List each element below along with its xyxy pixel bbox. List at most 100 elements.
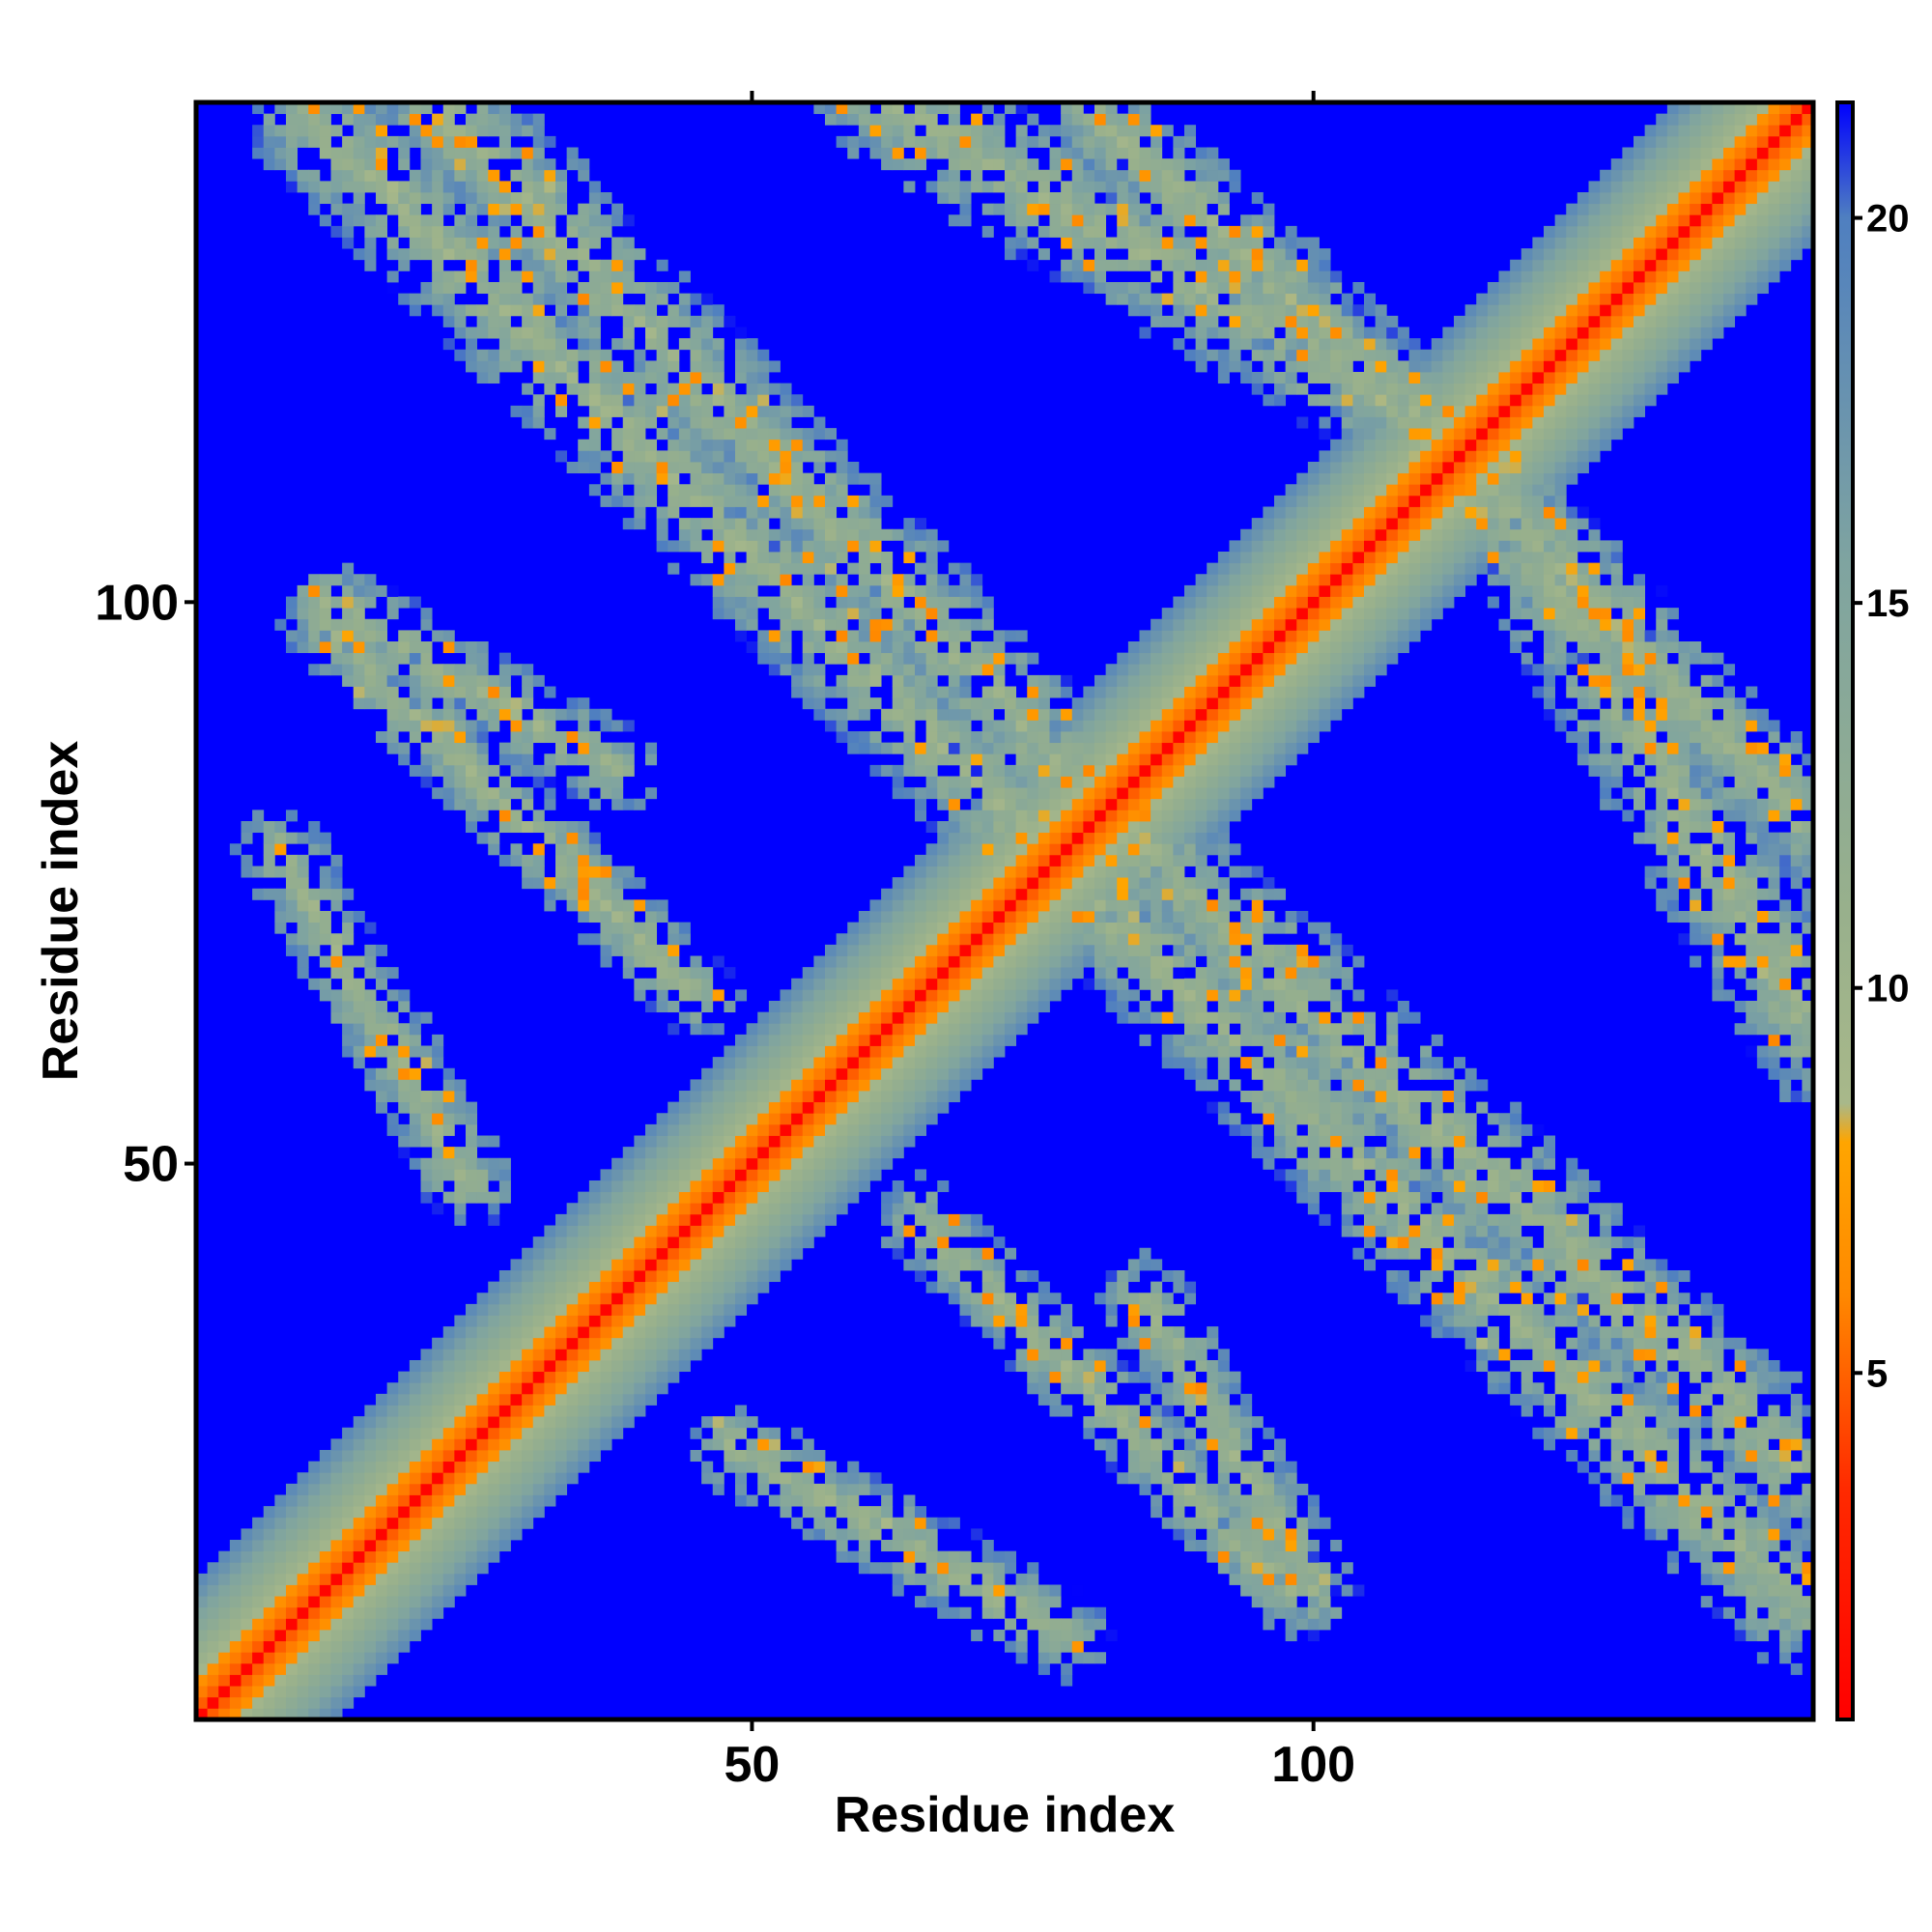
heatmap-cell — [476, 304, 489, 317]
heatmap-cell — [937, 1606, 950, 1619]
heatmap-cell — [319, 664, 331, 676]
heatmap-cell — [903, 978, 916, 990]
heatmap-cell — [1161, 742, 1174, 754]
heatmap-cell — [488, 282, 500, 295]
heatmap-cell — [858, 933, 870, 946]
heatmap-cell — [454, 169, 467, 182]
heatmap-cell — [724, 1225, 736, 1237]
heatmap-cell — [892, 944, 904, 956]
heatmap-cell — [229, 1573, 242, 1585]
heatmap-cell — [1151, 192, 1163, 205]
heatmap-cell — [286, 899, 298, 912]
heatmap-cell — [398, 708, 411, 721]
heatmap-cell — [1015, 630, 1028, 642]
heatmap-cell — [252, 1662, 265, 1675]
heatmap-cell — [791, 484, 804, 497]
heatmap-cell — [252, 810, 265, 822]
heatmap-cell — [678, 1326, 691, 1339]
heatmap-cell — [645, 338, 658, 351]
heatmap-cell — [1127, 877, 1140, 890]
heatmap-cell — [566, 1337, 579, 1350]
heatmap-cell — [522, 1517, 534, 1529]
heatmap-cell — [724, 1303, 736, 1316]
heatmap-cell — [498, 1416, 511, 1429]
heatmap-cell — [376, 1573, 388, 1585]
heatmap-cell — [566, 1461, 579, 1473]
heatmap-cell — [544, 1236, 556, 1249]
heatmap-cell — [1061, 911, 1073, 923]
heatmap-cell — [1127, 1293, 1140, 1305]
heatmap-cell — [1184, 135, 1197, 148]
heatmap-cell — [376, 1562, 388, 1575]
heatmap-cell — [937, 1573, 950, 1585]
heatmap-cell — [409, 135, 421, 148]
heatmap-cell — [1127, 169, 1140, 182]
heatmap-cell — [869, 1157, 882, 1170]
heatmap-cell — [937, 608, 950, 620]
heatmap-cell — [903, 113, 916, 126]
heatmap-cell — [622, 1349, 635, 1361]
heatmap-cell — [746, 618, 758, 631]
heatmap-cell — [1173, 742, 1185, 754]
heatmap-cell — [746, 372, 758, 384]
heatmap-cell — [1061, 147, 1073, 159]
heatmap-cell — [903, 1203, 916, 1215]
heatmap-cell — [780, 450, 792, 463]
heatmap-cell — [869, 113, 882, 126]
heatmap-cell — [498, 282, 511, 295]
heatmap-cell — [611, 798, 624, 810]
heatmap-cell — [353, 147, 365, 159]
heatmap-cell — [252, 1573, 265, 1585]
heatmap-cell — [229, 1562, 242, 1575]
heatmap-cell — [724, 1135, 736, 1148]
heatmap-cell — [993, 753, 1006, 766]
heatmap-cell — [780, 484, 792, 497]
heatmap-cell — [432, 1405, 444, 1417]
heatmap-cell — [690, 1113, 702, 1125]
heatmap-cell — [925, 1573, 938, 1585]
heatmap-cell — [420, 1472, 433, 1485]
heatmap-cell — [274, 1573, 287, 1585]
heatmap-cell — [925, 764, 938, 777]
heatmap-cell — [701, 293, 714, 305]
heatmap-cell — [915, 1540, 927, 1552]
heatmap-cell — [825, 1101, 838, 1114]
heatmap-cell — [690, 1213, 702, 1226]
heatmap-cell — [1117, 1001, 1129, 1013]
heatmap-cell — [611, 753, 624, 766]
heatmap-cell — [668, 1326, 680, 1339]
heatmap-cell — [398, 1091, 411, 1103]
heatmap-cell — [981, 102, 994, 115]
heatmap-cell — [1037, 854, 1050, 867]
heatmap-cell — [555, 1236, 568, 1249]
heatmap-cell — [858, 641, 870, 654]
heatmap-cell — [925, 147, 938, 159]
heatmap-cell — [588, 428, 601, 440]
heatmap-cell — [993, 776, 1006, 788]
heatmap-cell — [376, 618, 388, 631]
heatmap-cell — [544, 270, 556, 283]
heatmap-cell — [466, 192, 478, 205]
heatmap-cell — [847, 1517, 860, 1529]
heatmap-cell — [263, 1618, 275, 1631]
heatmap-cell — [981, 618, 994, 631]
heatmap-cell — [420, 652, 433, 665]
heatmap-cell — [442, 1494, 455, 1507]
heatmap-cell — [555, 1405, 568, 1417]
heatmap-cell — [1173, 1450, 1185, 1463]
heatmap-cell — [1173, 944, 1185, 956]
heatmap-cell — [881, 944, 894, 956]
heatmap-cell — [724, 484, 736, 497]
heatmap-cell — [1083, 181, 1095, 193]
heatmap-cell — [724, 552, 736, 564]
heatmap-cell — [342, 181, 355, 193]
heatmap-cell — [791, 472, 804, 485]
heatmap-cell — [925, 1045, 938, 1058]
heatmap-cell — [353, 113, 365, 126]
heatmap-cell — [735, 540, 748, 553]
heatmap-cell — [432, 764, 444, 777]
heatmap-cell — [1037, 787, 1050, 800]
heatmap-cell — [342, 1461, 355, 1473]
heatmap-cell — [802, 450, 814, 463]
heatmap-cell — [937, 1091, 950, 1103]
